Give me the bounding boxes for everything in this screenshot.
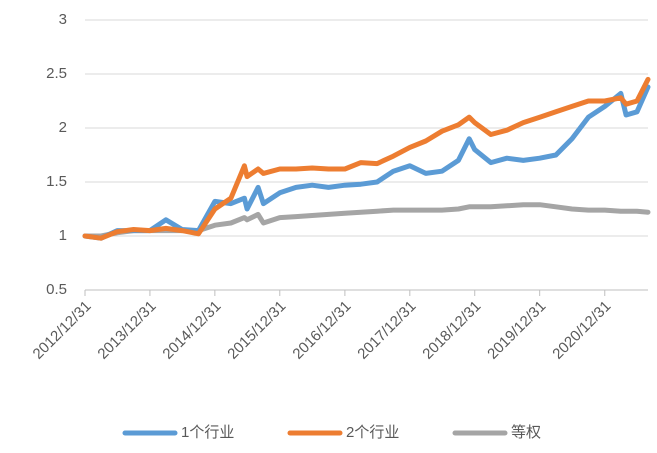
y-tick-label: 1.5 — [46, 173, 67, 190]
y-tick-label: 2.5 — [46, 65, 67, 82]
y-tick-label: 0.5 — [46, 281, 67, 298]
x-tick-label: 2020/12/31 — [549, 298, 614, 363]
x-tick-label: 2017/12/31 — [354, 298, 419, 363]
x-tick-label: 2012/12/31 — [30, 298, 95, 363]
legend-label: 1个行业 — [181, 424, 234, 441]
legend-label: 等权 — [511, 423, 541, 441]
y-tick-label: 2 — [59, 119, 67, 136]
x-tick-label: 2013/12/31 — [94, 298, 159, 363]
series-line — [82, 76, 651, 241]
x-tick-label: 2014/12/31 — [159, 298, 224, 363]
x-tick-label: 2018/12/31 — [419, 298, 484, 363]
x-tick-label: 2016/12/31 — [289, 298, 354, 363]
y-tick-label: 1 — [59, 227, 67, 244]
x-tick-label: 2019/12/31 — [484, 298, 549, 363]
legend-label: 2个行业 — [346, 424, 399, 441]
x-tick-label: 2015/12/31 — [224, 298, 289, 363]
y-tick-label: 3 — [59, 11, 67, 28]
